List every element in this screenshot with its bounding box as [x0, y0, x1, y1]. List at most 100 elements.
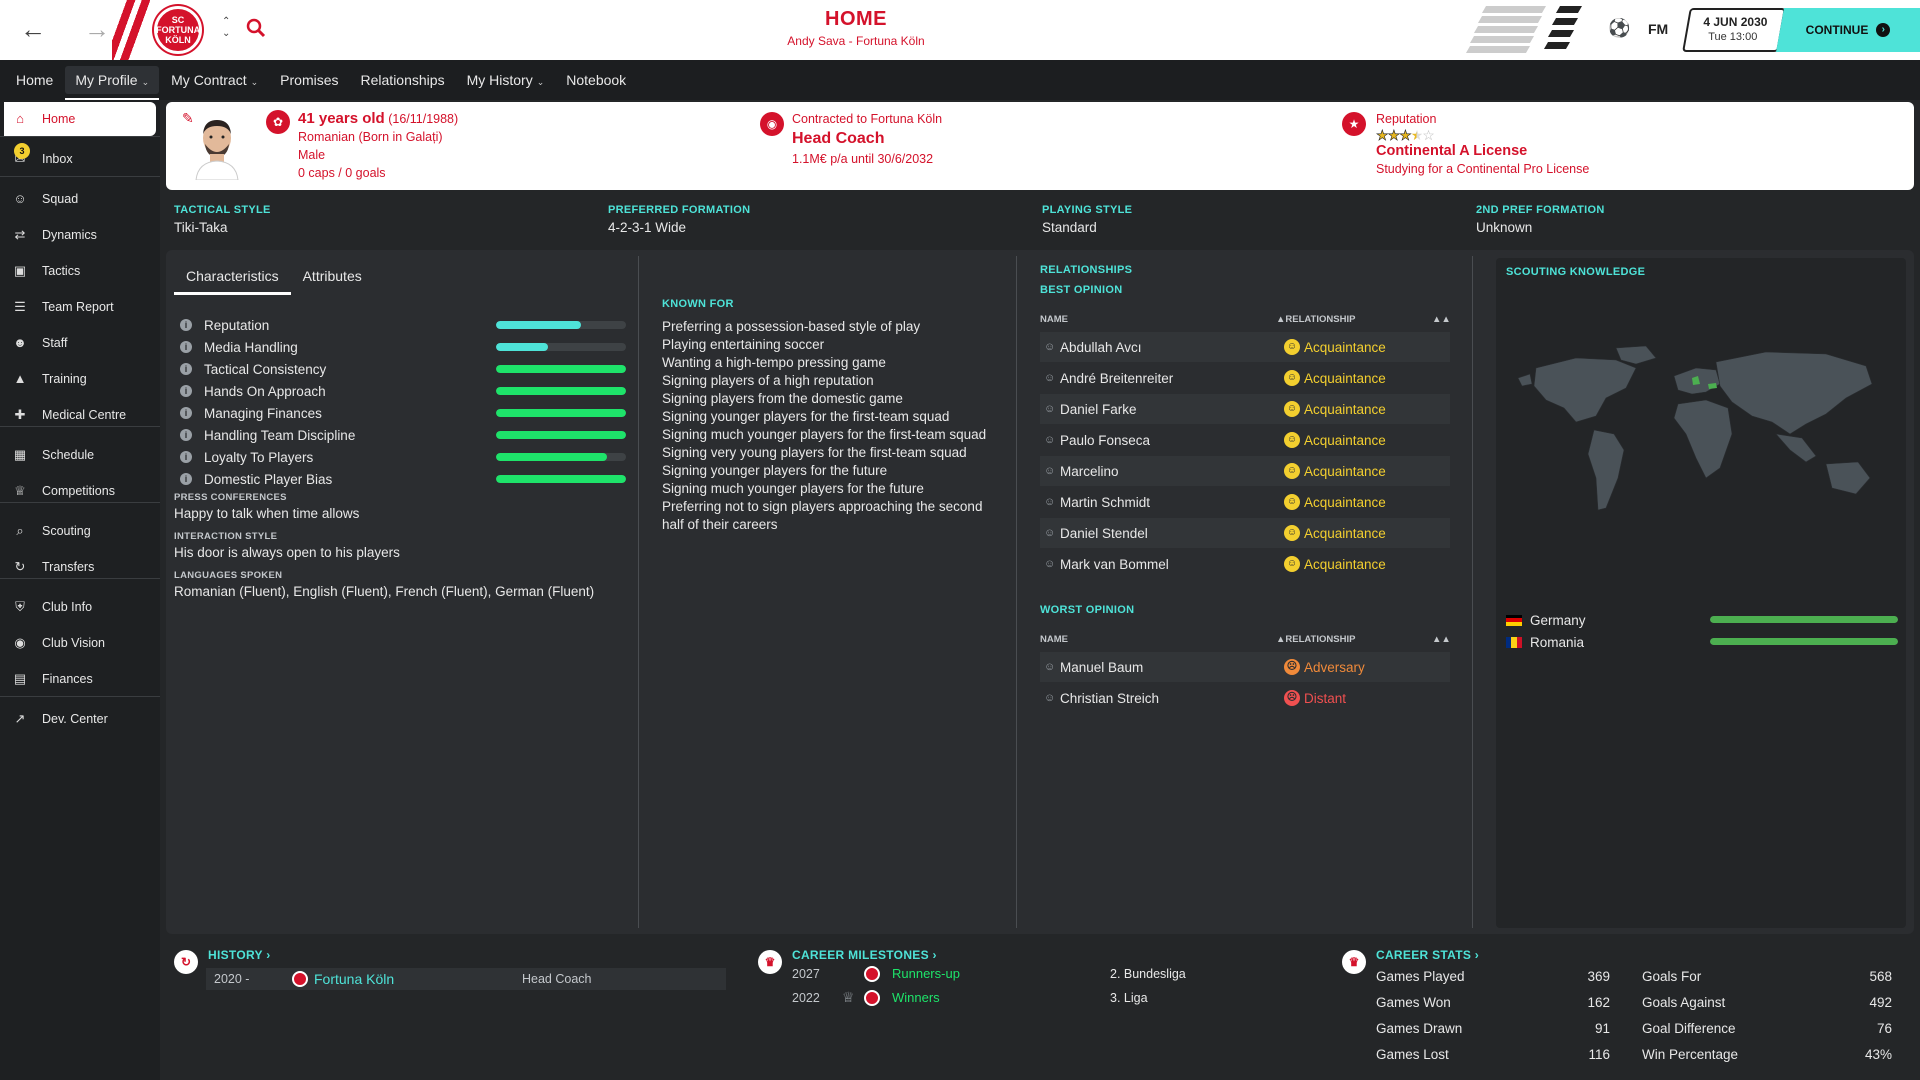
characteristic-row[interactable]: i Managing Finances: [180, 402, 640, 424]
scouting-country-row[interactable]: Germany: [1506, 610, 1898, 630]
characteristic-bar-fill: [496, 321, 581, 329]
sidebar-item-medical-centre[interactable]: ✚ Medical Centre: [0, 398, 160, 432]
relationship-row[interactable]: ☺ Martin Schmidt ☺ Acquaintance: [1040, 487, 1450, 518]
info-icon[interactable]: i: [180, 363, 192, 375]
relationship-row[interactable]: ☺ André Breitenreiter ☺ Acquaintance: [1040, 363, 1450, 394]
history-row[interactable]: 2020 - Fortuna Köln Head Coach: [206, 968, 726, 990]
tab-relationships[interactable]: Relationships: [351, 66, 455, 94]
tab-my-profile[interactable]: My Profile ⌄: [65, 66, 160, 100]
tab-my-contract[interactable]: My Contract ⌄: [161, 66, 268, 94]
characteristic-row[interactable]: i Tactical Consistency: [180, 358, 640, 380]
person-name[interactable]: Daniel Stendel: [1060, 526, 1148, 541]
relationship-row[interactable]: ☺ Marcelino ☺ Acquaintance: [1040, 456, 1450, 487]
date-display[interactable]: 4 JUN 2030 Tue 13:00: [1682, 8, 1786, 52]
relationship-row[interactable]: ☺ Christian Streich ☹ Distant: [1040, 683, 1450, 714]
person-name[interactable]: Abdullah Avcı: [1060, 340, 1142, 355]
history-link[interactable]: HISTORY ›: [208, 948, 271, 962]
continue-button[interactable]: CONTINUE ›: [1776, 8, 1920, 52]
milestone-competition[interactable]: 3. Liga: [1110, 991, 1148, 1005]
tab-my-history[interactable]: My History ⌄: [457, 66, 555, 94]
person-name[interactable]: Marcelino: [1060, 464, 1119, 479]
forward-arrow-icon[interactable]: →: [84, 14, 110, 44]
characteristic-row[interactable]: i Domestic Player Bias: [180, 468, 640, 490]
sidebar-item-transfers[interactable]: ↻ Transfers: [0, 550, 160, 584]
info-icon[interactable]: i: [180, 385, 192, 397]
edit-pencil-icon[interactable]: ✎: [182, 110, 194, 126]
sidebar-item-home[interactable]: ⌂ Home: [4, 102, 156, 136]
characteristic-row[interactable]: i Loyalty To Players: [180, 446, 640, 468]
info-icon[interactable]: i: [180, 473, 192, 485]
person-name[interactable]: Paulo Fonseca: [1060, 433, 1151, 448]
languages-value: Romanian (Fluent), English (Fluent), Fre…: [174, 584, 595, 599]
person-name[interactable]: Christian Streich: [1060, 691, 1160, 706]
sort-icon[interactable]: ▲▲: [1432, 634, 1451, 645]
history-club-link[interactable]: Fortuna Köln: [314, 971, 395, 987]
info-icon[interactable]: i: [180, 407, 192, 419]
person-name[interactable]: Daniel Farke: [1060, 402, 1137, 417]
search-icon[interactable]: [244, 16, 268, 40]
characteristic-row[interactable]: i Hands On Approach: [180, 380, 640, 402]
tab-attributes[interactable]: Attributes: [302, 268, 362, 284]
sidebar-item-training[interactable]: ▲ Training: [0, 362, 160, 396]
characteristic-bar: [496, 431, 626, 439]
sidebar-item-label: Squad: [42, 192, 79, 206]
sidebar-item-club-vision[interactable]: ◉ Club Vision: [0, 626, 160, 660]
contract-label[interactable]: Contracted to Fortuna Köln: [792, 112, 943, 126]
relationship-row[interactable]: ☺ Abdullah Avcı ☺ Acquaintance: [1040, 332, 1450, 363]
nationality-text[interactable]: Romanian (Born in Galați): [298, 130, 443, 144]
name-column-header[interactable]: NAME: [1040, 314, 1068, 325]
relationship-row[interactable]: ☺ Daniel Farke ☺ Acquaintance: [1040, 394, 1450, 425]
tab-characteristics[interactable]: Characteristics: [174, 260, 291, 295]
tab-home[interactable]: Home: [6, 66, 63, 94]
scouting-country-row[interactable]: Romania: [1506, 632, 1898, 652]
world-map[interactable]: [1506, 338, 1896, 528]
relationship-row[interactable]: ☺ Paulo Fonseca ☺ Acquaintance: [1040, 425, 1450, 456]
club-crest-small-icon: ✿: [266, 110, 290, 134]
milestone-competition[interactable]: 2. Bundesliga: [1110, 967, 1186, 981]
person-name[interactable]: André Breitenreiter: [1060, 371, 1174, 386]
relationship-row[interactable]: ☺ Daniel Stendel ☺ Acquaintance: [1040, 518, 1450, 549]
back-arrow-icon[interactable]: ←: [20, 14, 46, 44]
country-name: Romania: [1530, 634, 1585, 650]
sidebar-item-schedule[interactable]: ▦ Schedule: [0, 438, 160, 472]
info-icon[interactable]: i: [180, 341, 192, 353]
sidebar-item-tactics[interactable]: ▣ Tactics: [0, 254, 160, 288]
career-stats-link[interactable]: CAREER STATS ›: [1376, 948, 1480, 962]
sidebar-item-dev-center[interactable]: ↗ Dev. Center: [0, 702, 160, 736]
relationship-column-header[interactable]: ▲RELATIONSHIP: [1276, 634, 1356, 645]
milestone-row[interactable]: 2022 ♕ Winners 3. Liga: [792, 988, 1232, 1010]
brand-stripes: [1465, 6, 1594, 58]
name-column-header[interactable]: NAME: [1040, 634, 1068, 645]
relationship-column-header[interactable]: ▲RELATIONSHIP: [1276, 314, 1356, 325]
tab-promises[interactable]: Promises: [270, 66, 348, 94]
milestone-row[interactable]: 2027 Runners-up 2. Bundesliga: [792, 964, 1232, 986]
info-icon[interactable]: i: [180, 451, 192, 463]
info-icon[interactable]: i: [180, 429, 192, 441]
sidebar-item-finances[interactable]: ▤ Finances: [0, 662, 160, 696]
relationship-row[interactable]: ☺ Mark van Bommel ☺ Acquaintance: [1040, 549, 1450, 580]
sidebar-item-scouting[interactable]: ⌕ Scouting: [0, 514, 160, 548]
sidebar-item-team-report[interactable]: ☰ Team Report: [0, 290, 160, 324]
club-crest-icon[interactable]: SC FORTUNA KÖLN: [154, 6, 202, 54]
sidebar-item-dynamics[interactable]: ⇄ Dynamics: [0, 218, 160, 252]
characteristic-row[interactable]: i Reputation: [180, 314, 640, 336]
globe-icon[interactable]: ⚽: [1608, 18, 1631, 38]
tab-notebook[interactable]: Notebook: [556, 66, 636, 94]
sidebar-item-competitions[interactable]: ♕ Competitions: [0, 474, 160, 508]
characteristic-row[interactable]: i Media Handling: [180, 336, 640, 358]
person-name[interactable]: Manuel Baum: [1060, 660, 1144, 675]
known-for-item: Signing much younger players for the fut…: [662, 481, 924, 496]
characteristic-row[interactable]: i Handling Team Discipline: [180, 424, 640, 446]
milestones-link[interactable]: CAREER MILESTONES ›: [792, 948, 937, 962]
person-name[interactable]: Mark van Bommel: [1060, 557, 1169, 572]
info-icon[interactable]: i: [180, 319, 192, 331]
person-name[interactable]: Martin Schmidt: [1060, 495, 1151, 510]
sidebar-item-staff[interactable]: ☻ Staff: [0, 326, 160, 360]
up-down-chevron-icon[interactable]: ⌃ ⌄: [222, 16, 231, 39]
sidebar-item-club-info[interactable]: ⛨ Club Info: [0, 590, 160, 624]
fm-menu-button[interactable]: FM: [1648, 21, 1669, 37]
sidebar-item-squad[interactable]: ☺ Squad: [0, 182, 160, 216]
relationship-row[interactable]: ☺ Manuel Baum ☹ Adversary: [1040, 652, 1450, 683]
sort-icon[interactable]: ▲▲: [1432, 314, 1451, 325]
